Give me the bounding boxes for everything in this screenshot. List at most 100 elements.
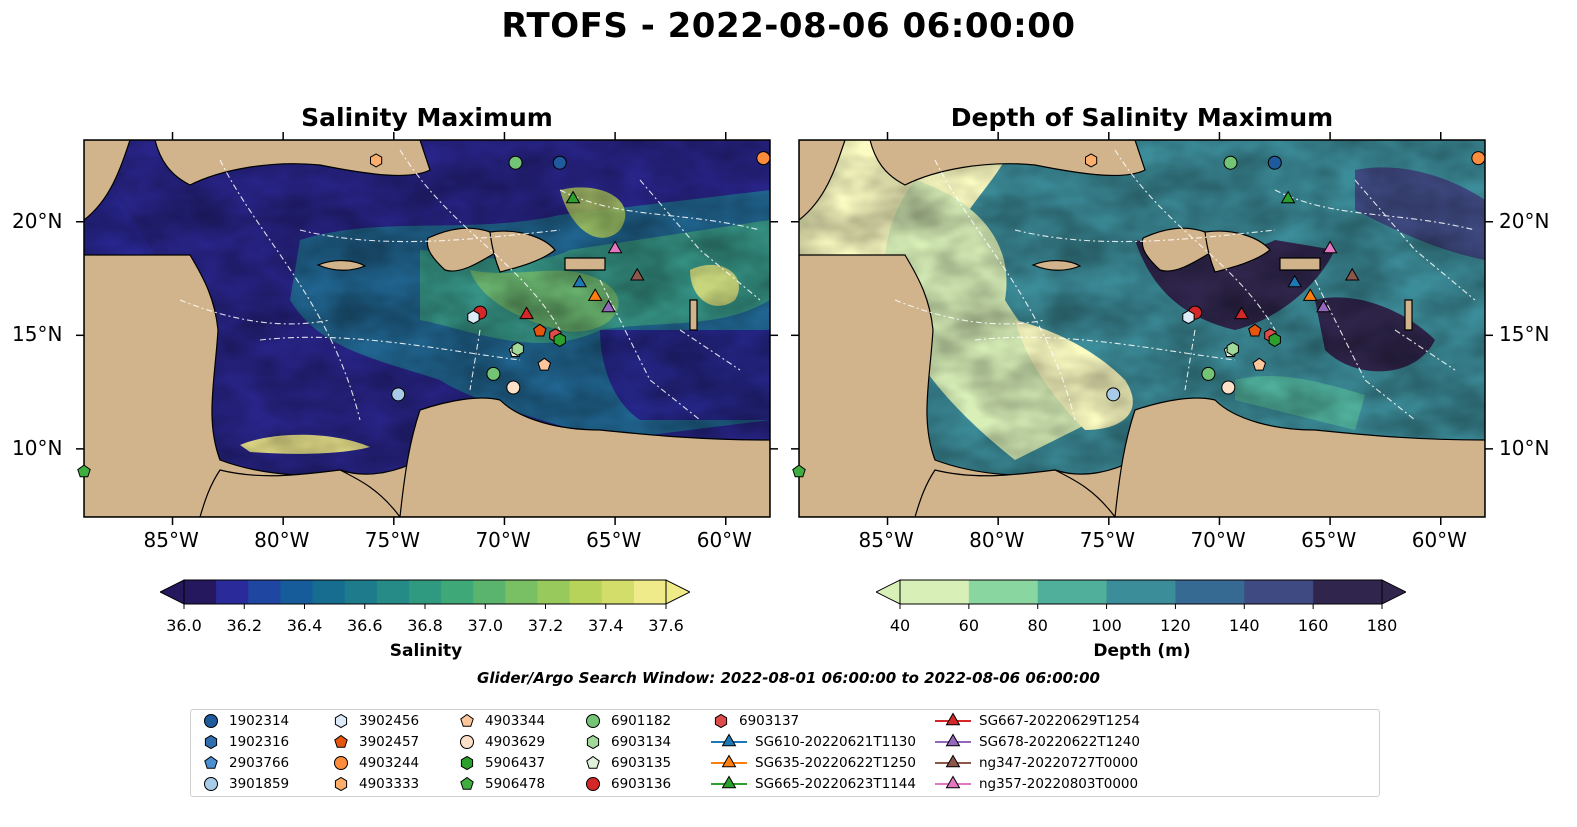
legend-marker bbox=[334, 734, 348, 748]
legend-item: SG667-20220629T1254 bbox=[935, 712, 1140, 730]
colorbar-tick-label: 36.4 bbox=[286, 616, 323, 635]
observation-marker-SG678-20220622T1240 bbox=[601, 299, 616, 313]
legend-item: 3901859 bbox=[201, 775, 289, 793]
legend-label: 4903629 bbox=[485, 734, 546, 750]
colorbar-bin bbox=[505, 580, 539, 604]
observation-marker-3902457 bbox=[1248, 323, 1262, 337]
observation-marker-6901182 bbox=[486, 366, 501, 381]
colorbar-outline bbox=[899, 579, 1383, 605]
legend-label: 6901182 bbox=[611, 713, 672, 729]
legend-label: 6903134 bbox=[611, 734, 672, 750]
legend-label: 6903137 bbox=[739, 713, 800, 729]
legend-symbol bbox=[334, 756, 348, 770]
depth-colorbar bbox=[876, 579, 1406, 609]
observation-marker-4903333 bbox=[370, 153, 383, 168]
legend-marker bbox=[460, 713, 474, 727]
legend-label: 4903244 bbox=[359, 755, 420, 771]
legend-marker bbox=[586, 777, 600, 791]
colorbar-bin bbox=[408, 580, 442, 604]
colorbar-bin bbox=[537, 580, 571, 604]
legend-marker bbox=[334, 713, 348, 729]
lat-tick-label: 20°N bbox=[12, 208, 63, 233]
legend-label: 5906437 bbox=[485, 755, 546, 771]
legend-label: 3902457 bbox=[359, 734, 420, 750]
observation-marker-5906437 bbox=[1268, 332, 1281, 347]
legend-marker bbox=[460, 755, 474, 771]
lon-tick-label: 80°W bbox=[254, 528, 310, 552]
observation-marker-SG635-20220622T1250 bbox=[1302, 288, 1318, 301]
colorbar-extend-high bbox=[1381, 579, 1406, 605]
lon-tick-label: 70°W bbox=[1190, 528, 1246, 552]
legend-symbol bbox=[586, 734, 600, 750]
legend-symbol bbox=[586, 714, 600, 728]
legend-marker bbox=[460, 776, 474, 790]
legend-label: 4903333 bbox=[359, 776, 420, 792]
legend-item: 3902457 bbox=[331, 733, 419, 751]
legend-marker bbox=[714, 713, 728, 729]
observation-marker-4903244 bbox=[1471, 151, 1486, 166]
depth-colorbar-label: Depth (m) bbox=[1093, 641, 1191, 661]
legend-marker bbox=[204, 755, 218, 769]
observation-marker-SG667-20220629T1254 bbox=[519, 306, 534, 320]
legend-label: 3902456 bbox=[359, 713, 420, 729]
legend-symbol bbox=[945, 754, 961, 768]
legend-marker bbox=[204, 734, 218, 750]
legend-item: 6903136 bbox=[583, 775, 671, 793]
legend-label: 6903136 bbox=[611, 776, 672, 792]
observation-marker-SG665-20220623T1144 bbox=[1280, 190, 1296, 204]
observation-marker-4903629 bbox=[1221, 380, 1236, 395]
colorbar-tick-label: 180 bbox=[1366, 616, 1398, 635]
observation-marker-4903333 bbox=[1085, 153, 1098, 168]
colorbar-tick-label: 37.2 bbox=[527, 616, 564, 635]
legend-label: 3901859 bbox=[229, 776, 290, 792]
observation-marker-ng357-20220803T0000 bbox=[1322, 240, 1338, 254]
observation-marker-4903244 bbox=[756, 151, 771, 166]
observation-marker-1902314 bbox=[1267, 155, 1282, 170]
observation-marker-5906437 bbox=[553, 332, 566, 347]
colorbar-tick-label: 36.2 bbox=[226, 616, 263, 635]
colorbar-bin bbox=[569, 580, 603, 604]
legend-symbol bbox=[460, 735, 474, 749]
legend-marker bbox=[204, 777, 218, 791]
legend-item: SG610-20220621T1130 bbox=[711, 733, 916, 751]
legend-symbol bbox=[334, 713, 348, 729]
legend-symbol bbox=[460, 755, 474, 771]
lat-tick-label: 15°N bbox=[12, 322, 63, 347]
legend-label: SG678-20220622T1240 bbox=[979, 734, 1140, 750]
colorbar-bin bbox=[216, 580, 249, 604]
legend-marker bbox=[334, 776, 348, 792]
legend-item: 6903137 bbox=[711, 712, 799, 730]
legend-marker bbox=[204, 714, 218, 728]
colorbar-tick-label: 37.4 bbox=[587, 616, 624, 635]
legend-item: 5906478 bbox=[457, 775, 545, 793]
legend-symbol bbox=[204, 755, 218, 769]
lat-tick-label: 20°N bbox=[1499, 208, 1550, 233]
colorbar-bin bbox=[1037, 580, 1108, 604]
legend-marker bbox=[935, 754, 971, 768]
observation-marker-SG610-20220621T1130 bbox=[572, 274, 588, 288]
lat-tick-label: 15°N bbox=[1499, 322, 1550, 347]
legend-marker bbox=[711, 775, 747, 789]
lat-tick-label: 10°N bbox=[1499, 435, 1550, 460]
observation-marker-3902456 bbox=[1182, 310, 1195, 325]
observations-right bbox=[792, 151, 1486, 478]
legend-symbol bbox=[721, 754, 737, 768]
legend-label: 4903344 bbox=[485, 713, 546, 729]
legend-label: 5906478 bbox=[485, 776, 546, 792]
salinity-colorbar bbox=[160, 579, 690, 609]
depth-map bbox=[799, 140, 1485, 517]
legend-label: 1902316 bbox=[229, 734, 290, 750]
colorbar-bin bbox=[1313, 580, 1383, 604]
lon-tick-label: 60°W bbox=[696, 528, 752, 552]
legend-item: 2903766 bbox=[201, 754, 289, 772]
legend-item: SG635-20220622T1250 bbox=[711, 754, 916, 772]
search-window-text: Glider/Argo Search Window: 2022-08-01 06… bbox=[477, 669, 1100, 687]
observation-marker-SG667-20220629T1254 bbox=[1234, 306, 1249, 320]
legend-marker bbox=[935, 733, 971, 747]
legend-label: SG667-20220629T1254 bbox=[979, 713, 1140, 729]
legend-label: SG635-20220622T1250 bbox=[755, 755, 916, 771]
observation-marker-3901859 bbox=[391, 387, 406, 402]
observation-marker-6901182 bbox=[1201, 366, 1216, 381]
legend-label: ng347-20220727T0000 bbox=[979, 755, 1139, 771]
